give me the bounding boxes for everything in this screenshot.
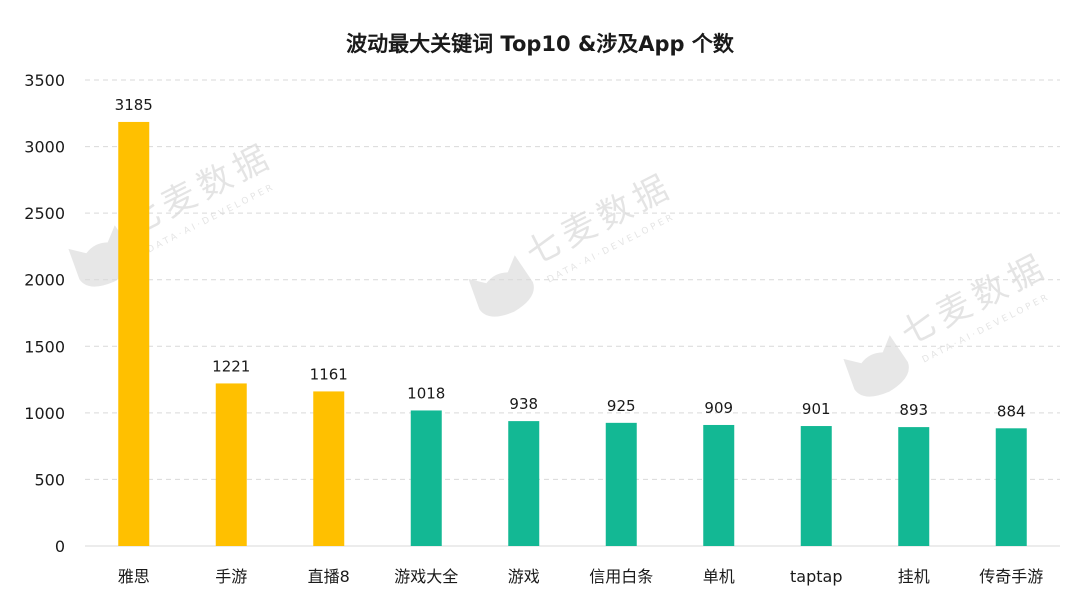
bar bbox=[508, 421, 540, 546]
y-axis: 0 500 1000 1500 2000 2500 3000 3500 bbox=[24, 71, 65, 556]
data-label: 925 bbox=[607, 397, 636, 415]
cat-logo-icon bbox=[68, 225, 134, 287]
y-tick-label: 2500 bbox=[24, 204, 65, 223]
x-tick-label: 传奇手游 bbox=[979, 567, 1043, 586]
data-labels: 3185 1221 1161 1018 938 925 909 901 893 884 bbox=[115, 96, 1026, 420]
bar bbox=[800, 426, 832, 546]
data-label: 938 bbox=[509, 395, 538, 413]
cat-logo-icon bbox=[843, 335, 909, 397]
gridlines bbox=[85, 79, 1060, 547]
data-label: 884 bbox=[997, 402, 1026, 420]
cat-logo-icon bbox=[468, 255, 534, 317]
data-label: 901 bbox=[802, 400, 831, 418]
bar bbox=[215, 383, 247, 546]
data-label: 1161 bbox=[310, 365, 348, 383]
bar bbox=[118, 121, 150, 546]
bar bbox=[995, 428, 1027, 546]
data-label: 893 bbox=[899, 401, 928, 419]
x-tick-label: 游戏大全 bbox=[394, 567, 458, 586]
bar bbox=[313, 391, 345, 546]
y-tick-label: 1500 bbox=[24, 337, 65, 356]
data-label: 3185 bbox=[115, 96, 153, 114]
bar bbox=[898, 427, 930, 546]
x-tick-label: 单机 bbox=[703, 567, 735, 586]
x-tick-label: 挂机 bbox=[898, 567, 930, 586]
bar bbox=[703, 424, 735, 546]
x-tick-label: 游戏 bbox=[508, 567, 540, 586]
y-tick-label: 3000 bbox=[24, 138, 65, 157]
y-tick-label: 3500 bbox=[24, 71, 65, 90]
y-tick-label: 500 bbox=[34, 470, 65, 489]
x-tick-label: 信用白条 bbox=[589, 567, 653, 586]
data-label: 909 bbox=[704, 399, 733, 417]
data-label: 1221 bbox=[212, 357, 250, 375]
data-label: 1018 bbox=[407, 384, 445, 402]
x-axis: 雅思 手游 直播8 游戏大全 游戏 信用白条 单机 taptap 挂机 传奇手游 bbox=[118, 567, 1044, 586]
y-tick-label: 2000 bbox=[24, 271, 65, 290]
x-tick-label: taptap bbox=[790, 567, 842, 586]
bar bbox=[605, 422, 637, 546]
x-tick-label: 直播8 bbox=[308, 567, 350, 586]
chart-title: 波动最大关键词 Top10 &涉及App 个数 bbox=[346, 32, 734, 56]
x-tick-label: 手游 bbox=[215, 567, 247, 586]
y-tick-label: 1000 bbox=[24, 404, 65, 423]
y-tick-label: 0 bbox=[55, 537, 65, 556]
x-tick-label: 雅思 bbox=[118, 567, 150, 586]
bar bbox=[410, 410, 442, 546]
bars bbox=[118, 121, 1027, 546]
